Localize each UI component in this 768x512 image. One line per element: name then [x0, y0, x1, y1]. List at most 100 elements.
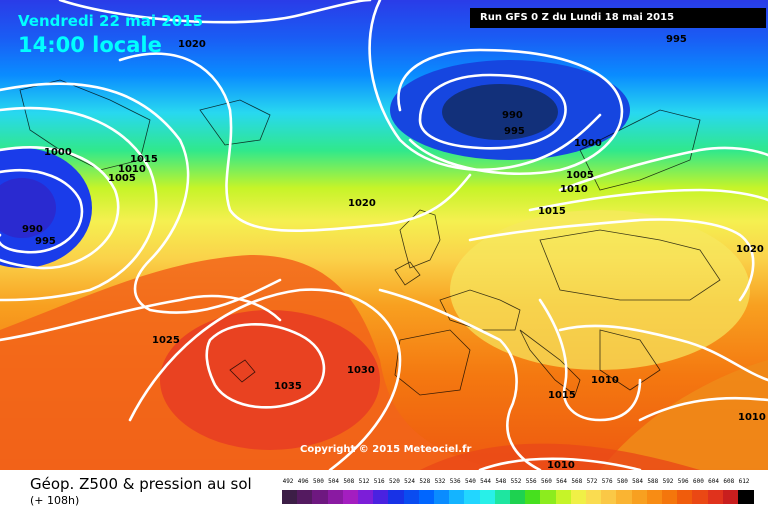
- legend-tick: 552: [510, 478, 522, 485]
- isobar: [368, 0, 602, 171]
- coastlines: [19, 79, 721, 396]
- legend-swatch: [601, 490, 617, 504]
- legend-swatch: [510, 490, 526, 504]
- legend-tick: 588: [647, 478, 659, 485]
- isobar: [638, 396, 768, 422]
- isobar: [558, 146, 768, 192]
- legend-tick: 536: [449, 478, 461, 485]
- pressure-label: 1015: [538, 206, 566, 217]
- isobar: [468, 218, 755, 302]
- pressure-label: 995: [35, 236, 56, 247]
- legend-swatch: [388, 490, 405, 504]
- legend-swatch: [282, 490, 298, 504]
- legend-tick: 540: [464, 478, 476, 485]
- legend-swatch: [403, 490, 420, 504]
- legend-tick: 508: [343, 478, 355, 485]
- legend-swatch: [662, 490, 678, 504]
- color-legend: 492 496 500 504 508 512 516 520 524 528 532 536 540 5…: [282, 478, 754, 504]
- legend-swatch: [555, 490, 572, 504]
- legend-tick: 576: [601, 478, 613, 485]
- isobar: [538, 298, 642, 422]
- isobar: [205, 323, 326, 409]
- legend-swatch: [449, 490, 465, 504]
- pressure-label: 1030: [347, 365, 375, 376]
- pressure-label: 1000: [574, 138, 602, 149]
- pressure-label: 995: [666, 34, 687, 45]
- legend-swatch: [631, 490, 648, 504]
- legend-tick: 512: [358, 478, 370, 485]
- legend-swatch: [434, 490, 450, 504]
- isobar: [397, 48, 624, 176]
- isobar: [418, 73, 567, 150]
- legend-swatch: [418, 490, 435, 504]
- isobar: [0, 82, 282, 314]
- warm-area-south: [420, 443, 700, 470]
- legend-tick: 548: [495, 478, 507, 485]
- legend-swatch: [297, 490, 313, 504]
- isobar: [58, 0, 372, 24]
- isobar: [528, 188, 768, 212]
- legend-swatch: [494, 490, 511, 504]
- forecast-date: Vendredi 22 mai 2015: [18, 12, 204, 30]
- legend-tick: 560: [540, 478, 552, 485]
- legend-tick: 556: [525, 478, 537, 485]
- legend-swatch: [358, 490, 374, 504]
- run-info: Run GFS 0 Z du Lundi 18 mai 2015: [470, 8, 766, 28]
- low-core-north-inner: [442, 84, 558, 140]
- legend-tick: 544: [480, 478, 492, 485]
- isobar: [558, 324, 768, 382]
- pressure-label: 1010: [547, 460, 575, 470]
- legend-tick: 568: [571, 478, 583, 485]
- legend-swatch: [616, 490, 633, 504]
- warm-area-southeast: [600, 360, 768, 470]
- pressure-label: 990: [22, 224, 43, 235]
- legend-tick: 600: [692, 478, 704, 485]
- pressure-label: 990: [502, 110, 523, 121]
- legend-tick: 516: [373, 478, 385, 485]
- legend-swatch: [692, 490, 709, 504]
- pressure-label: 1005: [108, 173, 136, 184]
- legend-swatches: [282, 490, 754, 504]
- legend-swatch: [464, 490, 481, 504]
- legend-tick: 580: [616, 478, 628, 485]
- legend-tick: 564: [556, 478, 568, 485]
- pressure-label: 1010: [118, 164, 146, 175]
- pressure-label: 995: [504, 126, 525, 137]
- isobar: [478, 457, 642, 470]
- legend-swatch: [312, 490, 329, 504]
- isobar: [0, 169, 84, 254]
- isobar: [0, 106, 158, 302]
- legend-tick: 604: [708, 478, 720, 485]
- legend-tick: 520: [388, 478, 400, 485]
- legend-swatch: [540, 490, 557, 504]
- isobar: [128, 288, 402, 470]
- pressure-label: 1010: [738, 412, 766, 423]
- isobar: [378, 288, 542, 470]
- isobar: [118, 52, 472, 232]
- pressure-label: 1015: [130, 154, 158, 165]
- legend-swatch: [373, 490, 389, 504]
- copyright: Copyright © 2015 Meteociel.fr: [300, 444, 472, 455]
- warm-core-atlantic: [160, 310, 380, 450]
- pressure-label: 1035: [274, 381, 302, 392]
- isobars: [0, 0, 768, 470]
- legend-tick: 596: [677, 478, 689, 485]
- legend-swatch: [677, 490, 693, 504]
- pressure-label: 1020: [348, 198, 376, 209]
- legend-tick: 496: [297, 478, 309, 485]
- yellow-area-europe: [450, 210, 750, 370]
- weather-map: 1020 1000 1015 1010 1005 990 995 1020 99…: [0, 0, 768, 470]
- legend-tick: 492: [282, 478, 294, 485]
- legend-tick: 532: [434, 478, 446, 485]
- legend-swatch: [586, 490, 602, 504]
- pressure-labels: 1020 1000 1015 1010 1005 990 995 1020 99…: [22, 34, 766, 470]
- legend-swatch: [707, 490, 724, 504]
- legend-swatch: [646, 490, 663, 504]
- pressure-label: 1000: [44, 147, 72, 158]
- legend-tick: 500: [312, 478, 324, 485]
- legend-tick: 572: [586, 478, 598, 485]
- legend-swatch: [479, 490, 496, 504]
- legend-swatch: [570, 490, 587, 504]
- legend-tick: 528: [419, 478, 431, 485]
